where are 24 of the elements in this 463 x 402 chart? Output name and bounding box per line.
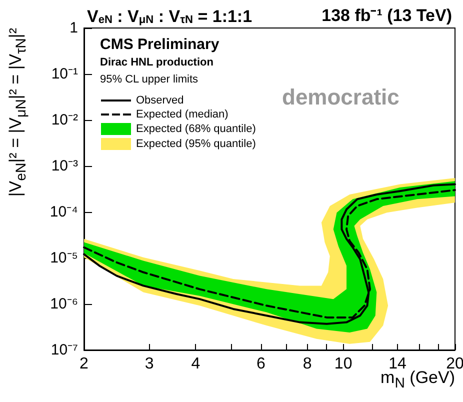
x-tick-label: 3 [144, 356, 154, 372]
y-tick-label: 10⁻⁴ [50, 204, 78, 220]
chart-subtitle: 138 fb⁻¹ (13 TeV) [322, 6, 452, 25]
x-tick-label: 6 [256, 356, 266, 372]
annotation: democratic [282, 84, 400, 110]
legend-label: Expected (95% quantile) [136, 138, 256, 150]
y-tick-label: 10⁻⁶ [50, 296, 78, 312]
y-tick-label: 10⁻³ [51, 158, 78, 174]
legend-label: Observed [136, 94, 184, 106]
y-tick-label: 10⁻⁷ [50, 342, 78, 358]
x-tick-label: 10 [334, 356, 352, 372]
legend-label: Expected (median) [136, 108, 228, 120]
annotation: Dirac HNL production [100, 56, 214, 68]
y-tick-label: 10⁻² [51, 112, 78, 128]
y-tick-label: 10⁻¹ [51, 66, 78, 82]
x-tick-label: 4 [191, 356, 200, 372]
chart-title: VeN : VμN : VτN = 1:1:1 [87, 6, 252, 26]
y-tick-label: 10⁻⁵ [50, 250, 78, 266]
x-tick-label: 2 [80, 356, 89, 372]
legend-label: Expected (68% quantile) [136, 123, 256, 135]
y-tick-label: 1 [70, 20, 78, 36]
annotation: 95% CL upper limits [100, 74, 199, 86]
annotation: CMS Preliminary [100, 36, 220, 53]
x-tick-label: 8 [302, 356, 312, 372]
